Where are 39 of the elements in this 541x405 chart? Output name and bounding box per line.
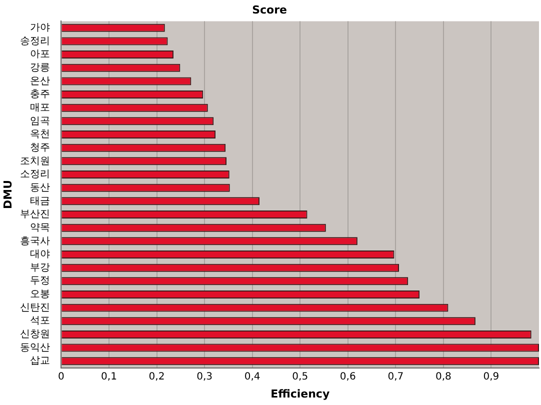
y-tick-label: 동익산 xyxy=(20,342,50,354)
y-tick-label: 아포 xyxy=(30,49,50,60)
y-tick-label: 부강 xyxy=(30,262,50,274)
y-tick-label: 소정리 xyxy=(20,169,50,180)
y-axis-title: DMU xyxy=(1,180,14,210)
chart-title: Score xyxy=(252,3,287,16)
y-tick-label: 신창원 xyxy=(20,329,50,340)
y-tick-label: 대야 xyxy=(30,249,50,260)
y-tick-label: 흥국사 xyxy=(20,236,50,247)
y-tick-label: 충주 xyxy=(30,89,50,100)
y-tick-label: 약목 xyxy=(30,222,50,234)
x-tick-label: 0 xyxy=(58,371,64,382)
x-tick-label: 0,3 xyxy=(196,371,212,382)
y-tick-label: 석포 xyxy=(30,316,50,327)
y-tick-label: 온산 xyxy=(30,76,50,87)
x-tick-label: 0,4 xyxy=(244,371,260,382)
x-axis-title: Efficiency xyxy=(270,387,330,400)
y-tick-label: 삽교 xyxy=(30,356,50,367)
x-tick-label: 0,5 xyxy=(292,371,308,382)
y-tick-label: 오봉 xyxy=(30,289,50,300)
x-tick-label: 0,2 xyxy=(148,371,165,382)
y-tick-label: 조치원 xyxy=(20,156,50,167)
y-tick-label: 두정 xyxy=(30,276,50,287)
x-tick-label: 0,1 xyxy=(101,371,117,382)
x-tick-label: 0,6 xyxy=(340,371,356,382)
y-tick-label: 태금 xyxy=(30,196,50,207)
y-tick-label: 동산 xyxy=(30,182,50,194)
x-tick-label: 0,7 xyxy=(388,371,404,382)
y-tick-label: 매포 xyxy=(30,102,50,114)
y-tick-label: 옥천 xyxy=(30,129,50,140)
y-tick-label: 강릉 xyxy=(30,62,50,74)
y-tick-label: 부산진 xyxy=(20,209,50,220)
y-tick-label: 송정리 xyxy=(20,36,50,47)
x-tick-label: 0,8 xyxy=(435,371,452,382)
y-tick-label: 가야 xyxy=(30,22,50,34)
y-tick-label: 신탄진 xyxy=(20,302,50,314)
y-tick-label: 임곡 xyxy=(30,116,50,127)
y-tick-label: 청주 xyxy=(30,142,50,154)
x-tick-label: 0,9 xyxy=(483,371,500,382)
